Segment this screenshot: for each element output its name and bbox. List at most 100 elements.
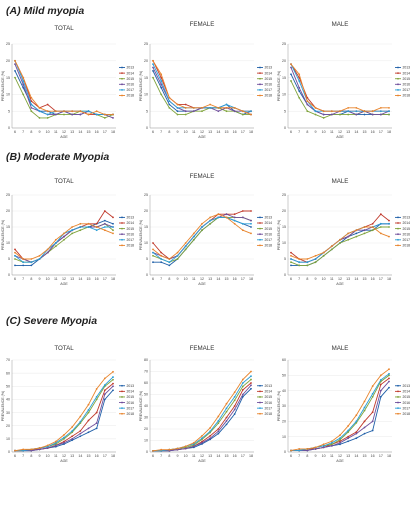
data-point	[363, 426, 366, 429]
legend-label: 2015	[127, 77, 135, 81]
data-point	[355, 232, 358, 235]
legend-label: 2013	[127, 66, 135, 70]
x-tick-label: 13	[346, 130, 350, 134]
data-point	[22, 93, 25, 96]
data-point	[330, 113, 333, 116]
x-tick-label: 7	[160, 454, 162, 458]
legend-label: 2018	[127, 244, 135, 248]
data-point	[355, 235, 358, 238]
data-point	[233, 106, 236, 109]
x-axis-label: AGE	[336, 135, 344, 139]
data-point	[347, 431, 350, 433]
data-point	[225, 216, 228, 219]
legend-marker	[397, 83, 399, 86]
data-point	[22, 449, 25, 452]
x-tick-label: 9	[315, 277, 317, 281]
x-tick-label: 13	[208, 454, 212, 458]
y-tick-label: 15	[282, 225, 286, 229]
data-point	[225, 423, 228, 426]
data-point	[152, 261, 154, 264]
data-point	[388, 386, 390, 389]
x-tick-label: 14	[354, 277, 358, 281]
data-point	[95, 388, 98, 390]
y-tick-label: 0	[146, 126, 148, 130]
data-point	[290, 73, 292, 76]
x-tick-label: 16	[371, 277, 375, 281]
data-point	[192, 106, 195, 109]
data-point	[379, 110, 382, 113]
data-point	[217, 106, 220, 109]
x-tick-label: 7	[298, 454, 300, 458]
data-point	[176, 110, 179, 113]
data-point	[322, 251, 325, 254]
data-point	[184, 245, 187, 248]
y-tick-label: 0	[284, 126, 286, 130]
y-tick-label: 0	[284, 450, 286, 454]
x-tick-label: 15	[225, 130, 229, 134]
data-point	[314, 446, 317, 449]
data-point	[168, 448, 171, 451]
x-tick-label: 11	[192, 454, 196, 458]
legend-marker	[397, 222, 399, 224]
legend-label: 2015	[403, 227, 411, 231]
x-axis-label: AGE	[60, 459, 68, 463]
data-point	[379, 232, 382, 235]
y-tick-label: 60	[282, 358, 286, 362]
y-tick-label: 40	[282, 389, 286, 393]
data-point	[233, 405, 236, 407]
legend-marker	[121, 83, 123, 86]
data-point	[379, 113, 382, 116]
data-point	[330, 443, 333, 446]
data-point	[290, 254, 292, 257]
y-tick-label: 0	[146, 450, 148, 454]
legend-marker	[121, 390, 123, 393]
legend-marker	[397, 216, 399, 219]
x-tick-label: 17	[103, 454, 107, 458]
x-tick-label: 6	[152, 277, 154, 281]
series-line-2016	[14, 63, 114, 119]
x-tick-label: 8	[168, 130, 170, 134]
data-point	[225, 213, 228, 216]
data-point	[241, 395, 244, 398]
data-point	[160, 448, 163, 451]
data-point	[152, 254, 154, 257]
data-point	[95, 110, 98, 113]
y-axis-label: PREVALENCE (%)	[277, 391, 281, 422]
data-point	[314, 254, 317, 257]
y-tick-label: 0	[8, 126, 10, 130]
data-point	[355, 437, 358, 440]
data-point	[322, 110, 325, 113]
y-tick-label: 20	[6, 59, 10, 63]
y-tick-label: 25	[6, 193, 10, 197]
data-point	[322, 443, 325, 446]
data-point	[22, 258, 25, 260]
x-tick-label: 16	[95, 454, 99, 458]
data-point	[233, 408, 236, 411]
legend-marker	[259, 233, 261, 236]
data-point	[54, 238, 57, 241]
data-point	[168, 96, 171, 99]
legend-marker	[397, 94, 399, 97]
data-point	[14, 449, 16, 452]
legend-label: 2017	[265, 88, 273, 92]
x-tick-label: 12	[62, 130, 66, 134]
data-point	[30, 264, 33, 267]
data-point	[160, 86, 163, 89]
data-point	[30, 100, 33, 103]
x-tick-label: 16	[233, 130, 237, 134]
data-point	[233, 413, 236, 415]
data-point	[87, 419, 90, 422]
x-tick-label: 12	[200, 454, 204, 458]
legend-marker	[397, 407, 399, 410]
data-point	[322, 444, 325, 447]
data-point	[298, 448, 301, 450]
data-point	[71, 226, 74, 228]
series-line-2014	[152, 60, 251, 112]
data-point	[363, 226, 366, 228]
legend-marker	[121, 401, 123, 404]
data-point	[347, 440, 350, 443]
legend-label: 2015	[127, 395, 135, 399]
data-point	[22, 83, 25, 86]
data-point	[330, 245, 333, 248]
data-point	[152, 76, 154, 79]
